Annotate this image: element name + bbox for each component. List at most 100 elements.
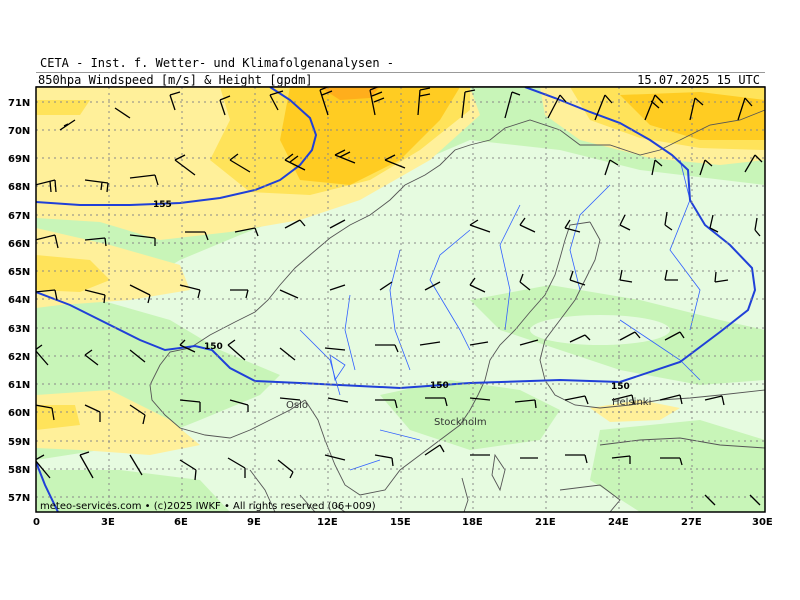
- wind-barb: [129, 174, 159, 186]
- longitude-labels: 0 3E 6E 9E 12E 15E 18E 21E 24E 27E 30E: [33, 517, 773, 528]
- wind-barb: [519, 217, 536, 233]
- wind-barb: [704, 494, 716, 506]
- lon-tick-label: 3E: [101, 517, 115, 528]
- wind-barb: [519, 273, 531, 291]
- wind-barb: [114, 107, 131, 119]
- wind-barb: [659, 394, 683, 405]
- wind-barb: [611, 455, 631, 464]
- wind-barb: [185, 231, 209, 241]
- wind-barb: [504, 91, 521, 119]
- windspeed-orange: [320, 87, 380, 100]
- wind-barb: [234, 227, 259, 237]
- wind-barb: [229, 399, 249, 412]
- wind-barb: [699, 159, 713, 176]
- lon-tick-label: 15E: [390, 517, 411, 528]
- gotland: [491, 453, 506, 492]
- wind-barb: [129, 234, 156, 246]
- windspeed-orange-yellow: [280, 87, 765, 185]
- wind-barb: [227, 457, 246, 478]
- latvia-coast: [559, 484, 621, 512]
- wind-barb: [744, 154, 763, 173]
- wind-barb: [565, 454, 588, 464]
- wind-barb: [564, 219, 581, 233]
- wind-barbs: [36, 87, 763, 506]
- lat-tick-label: 68N: [8, 182, 30, 193]
- wind-barb: [279, 289, 299, 299]
- lon-tick-label: 21E: [535, 517, 556, 528]
- wind-barb: [374, 454, 394, 467]
- wind-barb: [379, 281, 393, 291]
- wind-barb: [519, 339, 539, 346]
- wind-barb: [660, 457, 683, 466]
- wind-barb: [704, 395, 725, 406]
- wind-barb: [644, 94, 664, 121]
- rivers: [299, 159, 701, 471]
- wind-barb: [129, 404, 146, 425]
- sweden-coast: [304, 221, 591, 496]
- wind-barb: [611, 394, 635, 405]
- wind-barb: [419, 341, 441, 346]
- lat-tick-label: 63N: [8, 324, 30, 335]
- contour-label-group: 155 150 150 150: [153, 200, 630, 392]
- contour-label: 150: [204, 342, 223, 352]
- wind-barb: [594, 94, 613, 121]
- city-label-oslo: Oslo: [286, 400, 308, 411]
- wind-barb: [36, 289, 58, 301]
- valid-time: 15.07.2025 15 UTC: [637, 73, 760, 87]
- wind-barb: [269, 90, 284, 111]
- wind-barb: [59, 119, 76, 131]
- wind-barb: [754, 217, 761, 237]
- wind-barb: [664, 331, 685, 341]
- lon-tick-label: 6E: [174, 517, 188, 528]
- contour-label: 150: [611, 382, 630, 392]
- map-frame: [35, 86, 766, 513]
- denmark-coast: [249, 469, 346, 512]
- contour-label: 155: [153, 200, 172, 210]
- wind-barb: [227, 339, 246, 361]
- lat-tick-label: 61N: [8, 380, 30, 391]
- wind-barb: [375, 399, 398, 409]
- wind-barb: [469, 341, 489, 346]
- wind-barb: [334, 149, 356, 164]
- institute-title: CETA - Inst. f. Wetter- und Klimafolgena…: [40, 56, 395, 70]
- estonia-coast: [599, 437, 765, 449]
- wind-barb: [230, 289, 249, 299]
- product-title: 850hpa_Windspeed_[m/s]_&_Height_[gpdm]: [38, 73, 313, 87]
- wind-barb: [36, 179, 57, 193]
- oland: [461, 477, 469, 512]
- wind-barb: [279, 347, 296, 361]
- header-divider: [36, 72, 765, 73]
- wind-barb: [324, 347, 346, 351]
- wind-barb: [737, 97, 753, 121]
- wind-barb: [424, 444, 445, 456]
- wind-barb: [284, 219, 306, 229]
- city-labels: Oslo Stockholm Helsinki: [286, 397, 651, 428]
- wind-barb: [664, 211, 673, 231]
- wind-barb: [129, 454, 143, 476]
- wind-barb: [375, 344, 399, 353]
- wind-barb: [277, 459, 294, 479]
- lat-tick-label: 69N: [8, 154, 30, 165]
- lat-tick-label: 58N: [8, 465, 30, 476]
- wind-barb: [179, 399, 201, 412]
- wind-barb: [229, 153, 251, 173]
- lat-tick-label: 67N: [8, 211, 30, 222]
- wind-barb: [179, 284, 201, 299]
- wind-barb: [174, 154, 196, 176]
- wind-barb: [714, 271, 729, 283]
- wind-barb: [84, 237, 107, 247]
- wind-barb: [619, 331, 641, 341]
- wind-barb: [469, 397, 491, 401]
- wind-barb: [547, 94, 567, 119]
- wind-barb: [324, 454, 346, 461]
- contour-155: [36, 87, 318, 206]
- lat-tick-label: 62N: [8, 352, 30, 363]
- wind-barb: [129, 284, 151, 304]
- wind-barb: [84, 179, 109, 193]
- contour-145: [36, 461, 59, 512]
- wind-barb: [425, 397, 448, 407]
- wind-barb: [651, 159, 663, 176]
- wind-barb: [319, 87, 333, 116]
- wind-barb: [179, 459, 197, 481]
- wind-barb: [279, 397, 301, 401]
